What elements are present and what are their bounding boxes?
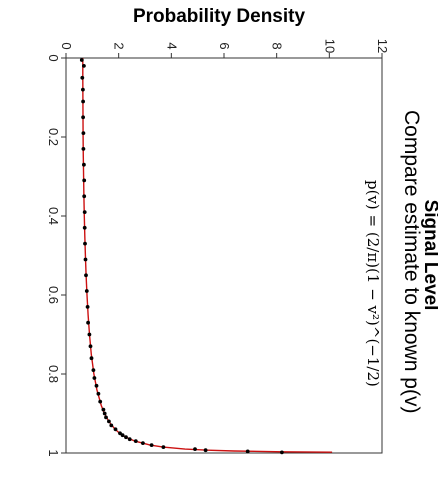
- estimate-point: [82, 225, 87, 230]
- estimate-point: [83, 241, 87, 246]
- estimate-point: [84, 289, 89, 293]
- estimate-point: [84, 273, 88, 278]
- y-axis-title: Probability Density: [133, 6, 306, 27]
- estimate-point: [85, 305, 90, 309]
- estimate-point: [86, 320, 90, 325]
- estimate-point: [109, 423, 114, 428]
- estimate-points-layer: [79, 58, 284, 455]
- plot-frame: [65, 57, 383, 454]
- estimate-point: [81, 87, 85, 92]
- x-tick-label: 0: [46, 54, 61, 61]
- estimate-point: [94, 383, 99, 388]
- estimate-point: [81, 131, 86, 136]
- y-tick-label: 2: [112, 42, 127, 49]
- estimate-point: [83, 257, 88, 262]
- estimate-point: [113, 427, 118, 432]
- x-ticks: 0 0.2 0.4 0.6 0.8 1: [46, 54, 66, 457]
- estimate-point: [82, 194, 87, 199]
- known-density-curve: [82, 58, 333, 453]
- estimate-point: [133, 439, 138, 443]
- estimate-point: [81, 147, 86, 151]
- estimate-point: [82, 162, 86, 167]
- estimate-point: [101, 407, 106, 412]
- estimate-point: [82, 64, 86, 68]
- estimate-point: [120, 433, 125, 438]
- x-tick-label: 0.2: [46, 128, 61, 146]
- estimate-point: [107, 419, 111, 424]
- y-tick-label: 8: [270, 42, 285, 49]
- estimate-point: [98, 399, 103, 404]
- y-tick-label: 4: [164, 42, 179, 49]
- estimate-point: [124, 435, 128, 440]
- estimate-point: [88, 344, 93, 349]
- x-tick-label: 0.8: [46, 365, 61, 383]
- known-density-layer: [82, 58, 333, 453]
- estimate-point: [91, 368, 96, 372]
- y-tick-label: 12: [375, 39, 390, 53]
- estimate-point: [96, 391, 101, 396]
- annotation-heading: Compare estimate to known p(v): [400, 110, 423, 413]
- estimate-point: [81, 99, 85, 104]
- y-ticks: 0 2 4 6 8 10 12: [59, 39, 390, 58]
- estimate-point: [127, 437, 132, 442]
- estimate-point: [141, 441, 145, 445]
- estimate-point: [82, 210, 87, 215]
- y-tick-label: 0: [59, 42, 74, 49]
- y-tick-label: 10: [322, 39, 337, 53]
- estimate-point: [161, 445, 166, 449]
- estimate-point: [193, 447, 197, 451]
- estimate-point: [118, 431, 122, 436]
- estimate-point: [149, 443, 154, 447]
- estimate-point: [245, 449, 250, 454]
- estimate-point: [79, 58, 84, 62]
- x-tick-label: 1: [46, 449, 61, 456]
- formula: p(v) = (2/π)(1 − v²)^(−1/2): [364, 180, 382, 387]
- estimate-point: [203, 448, 208, 453]
- y-tick-label: 6: [217, 42, 232, 49]
- estimate-point: [82, 178, 87, 183]
- estimate-point: [81, 115, 85, 120]
- estimate-point: [87, 332, 92, 337]
- x-axis-title: Signal Level: [420, 200, 438, 311]
- estimate-point: [102, 411, 107, 416]
- x-tick-label: 0.4: [46, 207, 61, 225]
- estimate-point: [92, 376, 97, 380]
- x-tick-label: 0.6: [46, 286, 61, 304]
- estimate-point: [80, 75, 85, 80]
- estimate-point: [89, 356, 94, 361]
- estimate-point: [280, 450, 284, 455]
- estimate-point: [104, 415, 108, 420]
